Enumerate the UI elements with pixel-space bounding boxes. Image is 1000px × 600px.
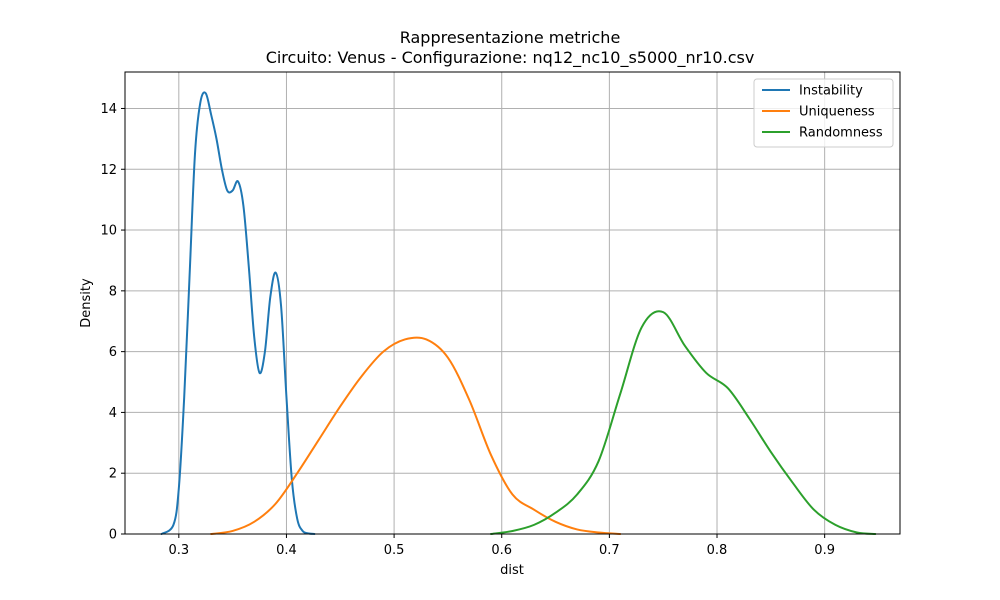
legend-box xyxy=(753,78,894,148)
grid xyxy=(125,72,900,535)
legend: Instability Uniqueness Randomness xyxy=(753,78,894,148)
ticks: 0.3 0.4 0.5 0.6 0.7 0.8 0.9 0 2 4 6 8 10 12 14 xyxy=(100,102,835,558)
plot-area xyxy=(160,91,877,535)
y-axis-label: Density xyxy=(79,278,94,328)
y-tick-label: 6 xyxy=(109,345,117,360)
x-tick-label: 0.5 xyxy=(384,543,405,558)
series-line-uniqueness xyxy=(210,336,622,535)
y-tick-label: 2 xyxy=(109,467,117,482)
x-axis-label: dist xyxy=(500,563,524,578)
series-line-randomness xyxy=(489,310,877,535)
x-tick-label: 0.4 xyxy=(276,543,297,558)
series-line-instability xyxy=(160,91,316,535)
chart-title: Rappresentazione metriche xyxy=(400,28,621,47)
y-tick-label: 4 xyxy=(109,406,117,421)
x-tick-label: 0.8 xyxy=(707,543,728,558)
legend-label-randomness: Randomness xyxy=(799,126,883,141)
legend-label-instability: Instability xyxy=(799,84,863,99)
y-tick-label: 8 xyxy=(109,284,117,299)
y-tick-label: 0 xyxy=(109,528,117,543)
legend-label-uniqueness: Uniqueness xyxy=(799,105,875,120)
axes-frame xyxy=(124,71,901,535)
x-tick-label: 0.6 xyxy=(491,543,512,558)
y-tick-label: 10 xyxy=(100,224,117,239)
y-tick-label: 12 xyxy=(100,163,117,178)
x-tick-label: 0.3 xyxy=(168,543,189,558)
x-tick-label: 0.7 xyxy=(599,543,620,558)
y-tick-label: 14 xyxy=(100,102,117,117)
chart-subtitle: Circuito: Venus - Configurazione: nq12_n… xyxy=(266,48,755,68)
x-tick-label: 0.9 xyxy=(814,543,835,558)
